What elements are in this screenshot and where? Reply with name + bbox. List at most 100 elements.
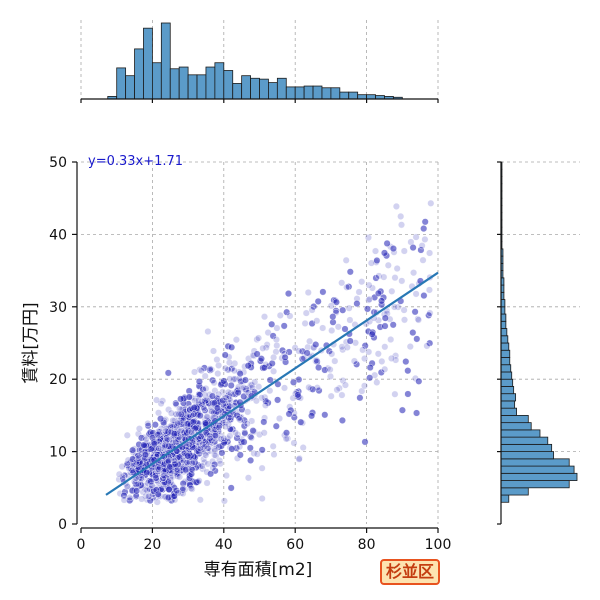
scatter-point bbox=[283, 429, 291, 437]
scatter-point bbox=[137, 474, 145, 482]
right-hist-bar bbox=[500, 335, 509, 344]
top-hist-bar bbox=[116, 67, 127, 100]
scatter-point bbox=[202, 429, 210, 437]
scatter-point bbox=[346, 337, 354, 345]
scatter-point bbox=[269, 442, 277, 450]
scatter-point bbox=[392, 356, 400, 364]
right-hist-bar bbox=[500, 480, 570, 489]
scatter-point bbox=[255, 383, 263, 391]
y-tick-label: 30 bbox=[49, 300, 67, 316]
scatter-point bbox=[274, 396, 282, 404]
scatter-point bbox=[217, 435, 225, 443]
scatter-point bbox=[334, 323, 342, 331]
scatter-point bbox=[398, 221, 406, 229]
scatter-point bbox=[183, 459, 191, 467]
scatter-point bbox=[231, 429, 239, 437]
scatter-point bbox=[194, 396, 202, 404]
right-hist-bar bbox=[500, 393, 517, 402]
scatter-point bbox=[126, 494, 134, 502]
scatter-point bbox=[400, 247, 408, 255]
scatter-point bbox=[236, 451, 244, 459]
scatter-point bbox=[296, 454, 304, 462]
scatter-point bbox=[179, 457, 187, 465]
scatter-point bbox=[241, 376, 249, 384]
scatter-point bbox=[196, 444, 204, 452]
scatter-point bbox=[200, 364, 208, 372]
scatter-point bbox=[381, 314, 389, 322]
scatter-point bbox=[196, 391, 204, 399]
regression-line bbox=[105, 271, 439, 496]
scatter-point bbox=[163, 436, 171, 444]
scatter-point bbox=[304, 289, 312, 297]
scatter-point bbox=[156, 464, 164, 472]
scatter-point bbox=[148, 481, 156, 489]
scatter-point bbox=[388, 287, 396, 295]
scatter-point bbox=[236, 370, 244, 378]
scatter-point bbox=[394, 303, 402, 311]
scatter-point bbox=[361, 438, 369, 446]
scatter-point bbox=[392, 202, 400, 210]
top-hist-bar bbox=[187, 74, 198, 100]
scatter-point bbox=[144, 420, 152, 428]
scatter-point bbox=[220, 377, 228, 385]
scatter-point bbox=[195, 378, 203, 386]
scatter-point bbox=[151, 472, 159, 480]
scatter-point bbox=[375, 289, 383, 297]
scatter-point bbox=[196, 412, 204, 420]
scatter-point bbox=[219, 388, 227, 396]
scatter-point bbox=[328, 327, 336, 335]
scatter-point bbox=[260, 364, 268, 372]
scatter-point bbox=[157, 415, 165, 423]
scatter-point bbox=[264, 329, 272, 337]
scatter-point bbox=[220, 434, 228, 442]
scatter-point bbox=[206, 435, 214, 443]
scatter-point bbox=[134, 454, 142, 462]
top-hist-bar bbox=[294, 86, 305, 100]
scatter-point bbox=[338, 416, 346, 424]
scatter-point bbox=[365, 281, 373, 289]
scatter-point bbox=[299, 444, 307, 452]
top-hist-bar bbox=[223, 70, 234, 100]
top-hist-bar bbox=[169, 68, 180, 100]
top-hist-bar bbox=[276, 77, 287, 100]
right-hist-bar bbox=[500, 349, 511, 358]
scatter-point bbox=[339, 346, 347, 354]
top-hist-bar bbox=[303, 85, 314, 100]
scatter-point bbox=[240, 392, 248, 400]
scatter-point bbox=[123, 460, 131, 468]
x-tick-label: 100 bbox=[425, 537, 452, 553]
scatter-point bbox=[164, 369, 172, 377]
scatter-point bbox=[249, 427, 257, 435]
scatter-point bbox=[415, 316, 423, 324]
scatter-point bbox=[306, 337, 314, 345]
scatter-point bbox=[295, 455, 303, 463]
scatter-point bbox=[355, 288, 363, 296]
scatter-point bbox=[341, 381, 349, 389]
scatter-point bbox=[211, 451, 219, 459]
scatter-point bbox=[308, 412, 316, 420]
top-hist-bar bbox=[330, 87, 341, 100]
scatter-point bbox=[281, 384, 289, 392]
scatter-point bbox=[203, 413, 211, 421]
scatter-point bbox=[154, 409, 162, 417]
scatter-point bbox=[412, 233, 420, 241]
scatter-point bbox=[240, 384, 248, 392]
right-marginal-histogram bbox=[497, 161, 580, 525]
scatter-point bbox=[398, 277, 406, 285]
scatter-point bbox=[373, 378, 381, 386]
scatter-point bbox=[154, 431, 162, 439]
top-hist-bar bbox=[196, 74, 207, 100]
scatter-point bbox=[187, 470, 195, 478]
scatter-point bbox=[270, 451, 278, 459]
right-hist-bar bbox=[500, 487, 529, 496]
scatter-point bbox=[372, 274, 380, 282]
scatter-point bbox=[366, 374, 374, 382]
scatter-point bbox=[253, 450, 261, 458]
x-axis-title: 専有面積[m2] bbox=[204, 560, 313, 580]
scatter-point bbox=[297, 418, 305, 426]
scatter-point bbox=[187, 484, 195, 492]
scatter-point bbox=[230, 367, 238, 375]
scatter-point bbox=[343, 343, 351, 351]
scatter-point bbox=[253, 350, 261, 358]
top-hist-bar bbox=[232, 83, 243, 100]
